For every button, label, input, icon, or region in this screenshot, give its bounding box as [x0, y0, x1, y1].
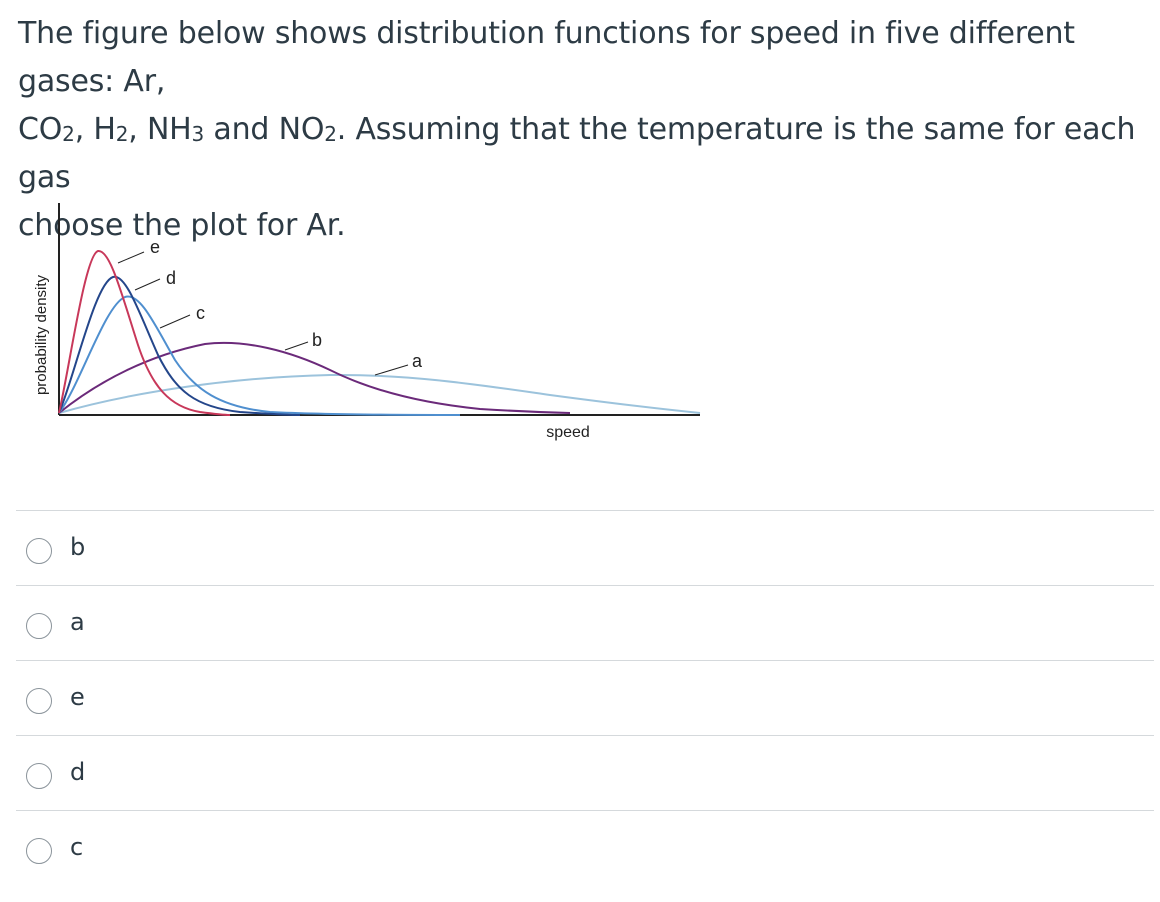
curve-b [58, 341, 571, 414]
curve-label-c: c [196, 303, 205, 323]
subscript: 2 [62, 122, 75, 146]
figure-svg: probability density speed e d c b a [33, 203, 701, 441]
answer-option-a[interactable]: a [16, 585, 1154, 660]
leader-e [117, 251, 145, 264]
answer-option-c[interactable]: c [16, 810, 1154, 885]
radio-button[interactable] [26, 688, 52, 714]
leader-a [374, 364, 409, 376]
answer-option-d[interactable]: d [16, 735, 1154, 810]
curve-a [58, 373, 701, 414]
radio-button[interactable] [26, 763, 52, 789]
y-axis-label: probability density [33, 274, 50, 395]
speed-distribution-figure: probability density speed e d c b a [30, 195, 710, 465]
radio-button[interactable] [26, 538, 52, 564]
answer-label: e [70, 683, 85, 711]
answer-option-b[interactable]: b [16, 510, 1154, 585]
question-line-3: choose the plot for Ar. [18, 208, 346, 243]
leader-c [159, 314, 191, 329]
answer-label: d [70, 758, 86, 786]
question-text: The figure below shows distribution func… [18, 10, 1148, 250]
text-fragment: , H [74, 112, 116, 147]
answer-options: b a e d c [16, 510, 1154, 885]
leader-d [134, 278, 161, 291]
curve-label-e: e [150, 237, 160, 257]
subscript: 2 [115, 122, 129, 146]
curve-d [58, 275, 301, 416]
leader-b [284, 341, 309, 351]
text-fragment: . Assuming that the temperature is the s… [18, 112, 1136, 195]
curve-e [58, 250, 231, 416]
radio-button[interactable] [26, 838, 52, 864]
answer-label: b [70, 533, 86, 561]
text-fragment: , NH [128, 112, 192, 147]
question-line-1: The figure below shows distribution func… [18, 16, 1075, 99]
radio-button[interactable] [26, 613, 52, 639]
answer-option-e[interactable]: e [16, 660, 1154, 735]
answer-label: c [70, 833, 84, 861]
subscript: 3 [191, 122, 205, 146]
curve-label-a: a [412, 351, 423, 371]
text-fragment: and NO [204, 112, 325, 147]
subscript: 2 [324, 122, 337, 146]
question-line-2: CO2, H2, NH3 and NO2. Assuming that the … [18, 106, 1148, 202]
curve-c [58, 295, 461, 416]
x-axis-label: speed [546, 424, 590, 441]
curve-label-d: d [166, 268, 176, 288]
formula-co2: CO [18, 112, 63, 147]
answer-label: a [70, 608, 85, 636]
curve-label-b: b [312, 330, 322, 350]
